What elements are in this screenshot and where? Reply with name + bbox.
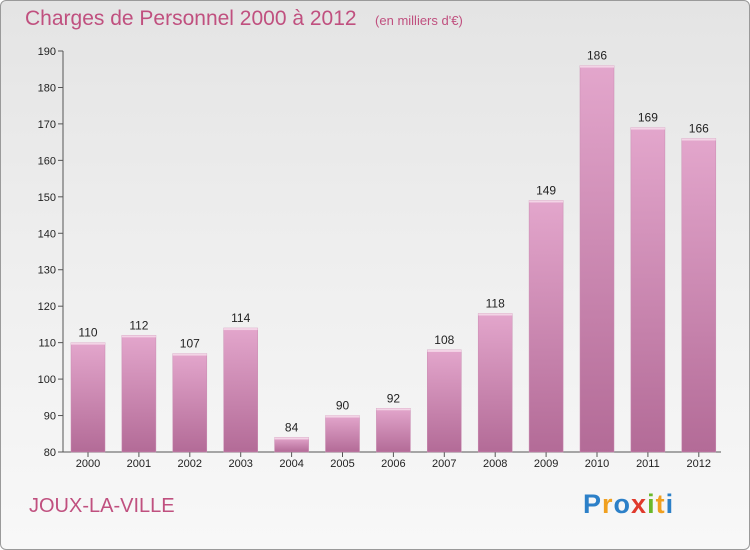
y-tick-label: 170 — [38, 119, 56, 131]
data-label: 107 — [180, 337, 200, 351]
x-tick-label: 2011 — [636, 458, 660, 470]
data-label: 90 — [336, 399, 350, 413]
bar-highlight — [121, 335, 156, 338]
y-tick-label: 120 — [38, 301, 56, 313]
chart-unit-label: (en milliers d'€) — [375, 13, 463, 28]
bar — [579, 65, 615, 453]
bar-highlight — [478, 313, 513, 316]
bar-highlight — [580, 65, 614, 68]
x-tick-label: 2006 — [381, 458, 405, 470]
bar — [121, 335, 157, 453]
bar-highlight — [223, 328, 258, 331]
data-label: 92 — [387, 391, 401, 405]
x-tick-label: 2012 — [687, 458, 711, 470]
data-label: 149 — [536, 183, 556, 197]
data-label: 84 — [285, 420, 299, 434]
x-tick-label: 2010 — [585, 458, 609, 470]
logo-letter: r — [602, 489, 614, 519]
bar — [70, 342, 106, 453]
bar — [681, 138, 717, 453]
bar-highlight — [325, 415, 360, 418]
y-tick-label: 180 — [38, 82, 56, 94]
bar-highlight — [630, 127, 665, 130]
y-tick-label: 150 — [38, 192, 56, 204]
bar-highlight — [427, 349, 462, 352]
data-label: 186 — [587, 49, 607, 63]
chart-title: Charges de Personnel 2000 à 2012 — [25, 7, 357, 30]
logo-letter: i — [665, 489, 675, 519]
bar-highlight — [172, 353, 207, 356]
labels: 80 90 100 110 120 130 140 150 160 170 180 190 110 200… — [38, 46, 711, 470]
x-tick-label: 2001 — [127, 458, 151, 470]
logo-letter: i — [647, 489, 656, 519]
bar-highlight — [71, 342, 105, 345]
data-label: 114 — [231, 311, 250, 325]
x-tick-label: 2008 — [483, 458, 507, 470]
bar — [274, 437, 309, 453]
data-label: 112 — [129, 318, 148, 332]
x-tick-label: 2003 — [228, 458, 252, 470]
place-name: JOUX-LA-VILLE — [29, 495, 175, 517]
bar — [477, 313, 513, 453]
y-tick-label: 130 — [38, 265, 56, 277]
x-tick-label: 2004 — [279, 458, 303, 470]
logo-letter: P — [583, 489, 603, 519]
logo-letter: t — [655, 489, 666, 519]
title-row: Charges de Personnel 2000 à 2012 (en mil… — [25, 7, 463, 31]
y-tick-label: 190 — [38, 46, 56, 58]
x-tick-label: 2005 — [330, 458, 354, 470]
y-tick-label: 90 — [44, 411, 56, 423]
proxiti-logo: Proxiti — [583, 489, 674, 520]
bar — [630, 127, 666, 453]
x-tick-label: 2009 — [534, 458, 558, 470]
y-tick-label: 160 — [38, 155, 56, 167]
y-tick-label: 80 — [44, 447, 56, 459]
bar — [528, 200, 564, 453]
bar-highlight — [274, 437, 309, 440]
data-label: 108 — [434, 333, 454, 347]
data-label: 166 — [689, 121, 709, 135]
bars — [70, 65, 717, 453]
bar — [376, 408, 411, 453]
data-label: 169 — [638, 111, 658, 125]
bar-highlight — [376, 408, 411, 411]
bar — [223, 327, 258, 453]
data-label: 118 — [486, 296, 505, 310]
x-tick-label: 2000 — [76, 458, 100, 470]
logo-letter: x — [631, 489, 648, 519]
data-label: 110 — [78, 326, 97, 340]
bar — [427, 349, 462, 453]
x-tick-label: 2002 — [178, 458, 202, 470]
bar-highlight — [529, 200, 564, 203]
bar — [325, 415, 360, 453]
y-tick-label: 100 — [38, 374, 56, 386]
y-tick-label: 140 — [38, 228, 56, 240]
bar-highlight — [681, 138, 716, 141]
bar — [172, 353, 208, 453]
x-tick-label: 2007 — [432, 458, 456, 470]
logo-letter: o — [613, 489, 632, 519]
y-tick-label: 110 — [38, 338, 56, 350]
